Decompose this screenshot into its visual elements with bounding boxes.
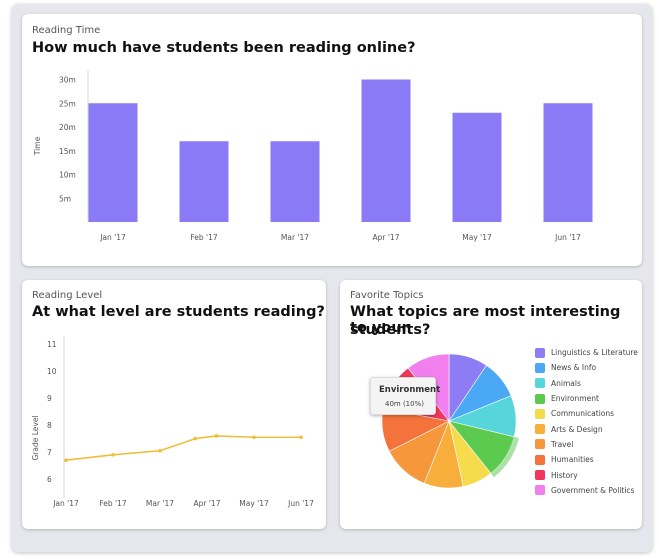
card-eyebrow: Reading Level: [32, 290, 103, 301]
legend-swatch: [535, 439, 545, 450]
y-tick-label: 10: [47, 367, 57, 376]
legend-swatch: [535, 470, 545, 481]
bar[interactable]: [88, 103, 138, 222]
line-point[interactable]: [158, 448, 162, 453]
x-tick-label: Jan '17: [52, 499, 79, 508]
y-tick-label: 20m: [59, 123, 76, 132]
line-point[interactable]: [64, 458, 68, 462]
reading-time-card: Reading Time How much have students been…: [22, 14, 642, 266]
favorite-topics-card: Favorite Topics What topics are most int…: [340, 280, 642, 529]
card-title: At what level are students reading?: [32, 304, 325, 320]
legend-item[interactable]: Humanities: [535, 452, 645, 467]
y-tick-label: 10m: [59, 171, 76, 180]
y-axis-label: Grade Level: [31, 415, 40, 460]
y-tick-label: 25m: [59, 99, 76, 108]
pie-legend: Linguistics & Literature News & Info Anima…: [535, 345, 645, 498]
series-line: [65, 435, 301, 461]
legend-swatch: [535, 378, 545, 389]
y-tick-label: 6: [47, 475, 52, 484]
reading-level-card: Reading Level At what level are students…: [22, 280, 326, 529]
x-tick-label: Jun '17: [554, 233, 581, 242]
legend-label: Communications: [551, 409, 615, 419]
bar[interactable]: [179, 141, 229, 222]
legend-label: Arts & Design: [551, 424, 603, 434]
line-point[interactable]: [299, 435, 303, 440]
reading-time-bar-chart: 5m 10m 15m 20m 25m 30m Time Jan '17 Feb '17 Mar '…: [33, 70, 593, 242]
legend-item[interactable]: History: [535, 467, 645, 482]
card-title: How much have students been reading onli…: [32, 40, 416, 56]
legend-item[interactable]: Travel: [535, 437, 645, 452]
x-tick-label: Feb '17: [190, 233, 217, 242]
bar[interactable]: [543, 103, 593, 222]
legend-label: Humanities: [551, 455, 594, 465]
legend-label: News & Info: [551, 363, 597, 373]
legend-label: Environment: [551, 394, 599, 404]
x-tick-label: Apr '17: [373, 233, 400, 242]
legend-item[interactable]: News & Info: [535, 360, 645, 375]
legend-swatch: [535, 362, 545, 373]
y-axis-label: Time: [33, 136, 42, 156]
tooltip-name: Environment: [379, 385, 441, 395]
card-eyebrow: Reading Time: [32, 25, 101, 36]
legend-swatch: [535, 485, 545, 496]
pie-tooltip: Environment 40m (10%): [370, 377, 440, 415]
bar[interactable]: [452, 112, 502, 222]
y-tick-label: 8: [47, 421, 52, 430]
legend-swatch: [535, 424, 545, 435]
y-tick-label: 7: [47, 448, 52, 457]
x-tick-label: Apr '17: [194, 499, 221, 508]
bar[interactable]: [270, 141, 320, 222]
legend-item[interactable]: Environment: [535, 391, 645, 406]
x-tick-label: Mar '17: [146, 499, 174, 508]
legend-item[interactable]: Government & Politics: [535, 483, 645, 498]
card-title-line-2: students?: [350, 322, 431, 338]
bar[interactable]: [361, 79, 411, 223]
x-tick-label: Feb '17: [99, 499, 126, 508]
card-title-line-1: What topics are most interesting to your: [350, 304, 621, 336]
legend-label: Travel: [551, 439, 574, 449]
line-point[interactable]: [111, 453, 115, 457]
legend-item[interactable]: Animals: [535, 376, 645, 391]
line-point[interactable]: [214, 434, 219, 438]
y-tick-label: 15m: [59, 147, 76, 156]
tooltip-value: 40m (10%): [385, 400, 424, 408]
y-tick-label: 9: [47, 394, 52, 403]
legend-label: History: [551, 470, 578, 480]
legend-label: Linguistics & Literature: [551, 348, 638, 358]
x-tick-label: Jan '17: [99, 233, 126, 242]
legend-swatch: [535, 347, 545, 358]
legend-item[interactable]: Arts & Design: [535, 421, 645, 436]
legend-item[interactable]: Linguistics & Literature: [535, 345, 645, 360]
y-tick-label: 30m: [59, 76, 76, 85]
x-tick-label: Mar '17: [281, 233, 309, 242]
legend-swatch: [535, 408, 545, 419]
y-tick-label: 5m: [59, 194, 71, 203]
legend-swatch: [535, 393, 545, 404]
legend-swatch: [535, 454, 545, 465]
y-tick-label: 11: [47, 340, 57, 349]
x-tick-label: Jun '17: [287, 499, 314, 508]
line-point[interactable]: [252, 435, 256, 440]
reading-level-line-chart: 6 7 8 9 10 11 Grade Level Jan '17 Feb '17 Mar '17…: [31, 336, 314, 508]
line-point[interactable]: [193, 436, 198, 441]
legend-label: Animals: [551, 378, 581, 388]
x-tick-label: May '17: [462, 233, 492, 242]
x-tick-label: May '17: [239, 499, 269, 508]
card-eyebrow: Favorite Topics: [350, 290, 424, 301]
legend-label: Government & Politics: [551, 485, 635, 495]
legend-item[interactable]: Communications: [535, 406, 645, 421]
